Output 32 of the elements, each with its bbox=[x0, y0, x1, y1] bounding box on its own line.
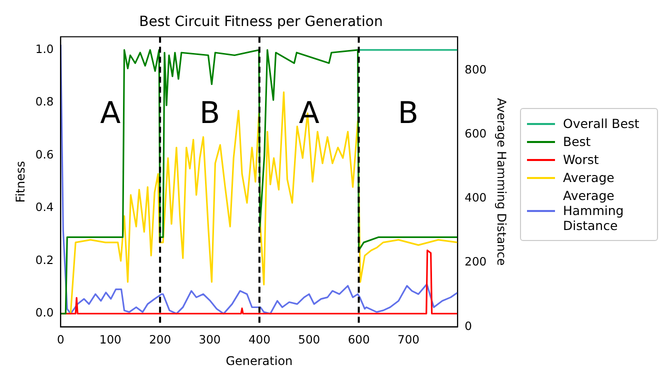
y-tick-label: 0.0 bbox=[35, 306, 54, 320]
chart-title: Best Circuit Fitness per Generation bbox=[139, 14, 383, 30]
x-tick-label: 600 bbox=[348, 332, 370, 347]
x-tick-label: 300 bbox=[198, 332, 221, 347]
y2-tick-label: 200 bbox=[464, 254, 487, 269]
legend-label: Average bbox=[563, 170, 614, 185]
annotation: A bbox=[100, 96, 122, 131]
x-tick-label: 0 bbox=[57, 332, 64, 347]
annotation: A bbox=[298, 96, 320, 131]
annotation: B bbox=[398, 96, 419, 131]
x-tick-label: 400 bbox=[248, 332, 270, 347]
x-tick-label: 500 bbox=[298, 332, 320, 347]
y2-axis-title: Average Hamming Distance bbox=[494, 98, 509, 266]
x-tick-label: 200 bbox=[149, 332, 172, 347]
y-axis-title: Fitness bbox=[13, 161, 28, 203]
legend-label: Overall Best bbox=[563, 116, 640, 131]
y2-tick-label: 400 bbox=[464, 190, 487, 205]
x-tick-label: 700 bbox=[397, 332, 420, 347]
y-tick-label: 0.8 bbox=[35, 94, 54, 109]
legend-label: Worst bbox=[563, 152, 599, 167]
y-tick-label: 0.6 bbox=[35, 147, 54, 162]
y2-tick-label: 800 bbox=[464, 62, 487, 76]
x-axis-title: Generation bbox=[226, 354, 293, 368]
y-tick-label: 1.0 bbox=[35, 42, 54, 56]
y2-tick-label: 600 bbox=[464, 126, 487, 141]
legend-label: Best bbox=[563, 134, 591, 149]
y-tick-label: 0.2 bbox=[35, 252, 54, 267]
annotation: B bbox=[199, 96, 220, 131]
x-tick-label: 100 bbox=[99, 332, 122, 347]
legend-label: Average Hamming Distance bbox=[563, 188, 625, 233]
y-tick-label: 0.4 bbox=[35, 200, 54, 214]
y2-tick-label: 0 bbox=[464, 318, 472, 333]
